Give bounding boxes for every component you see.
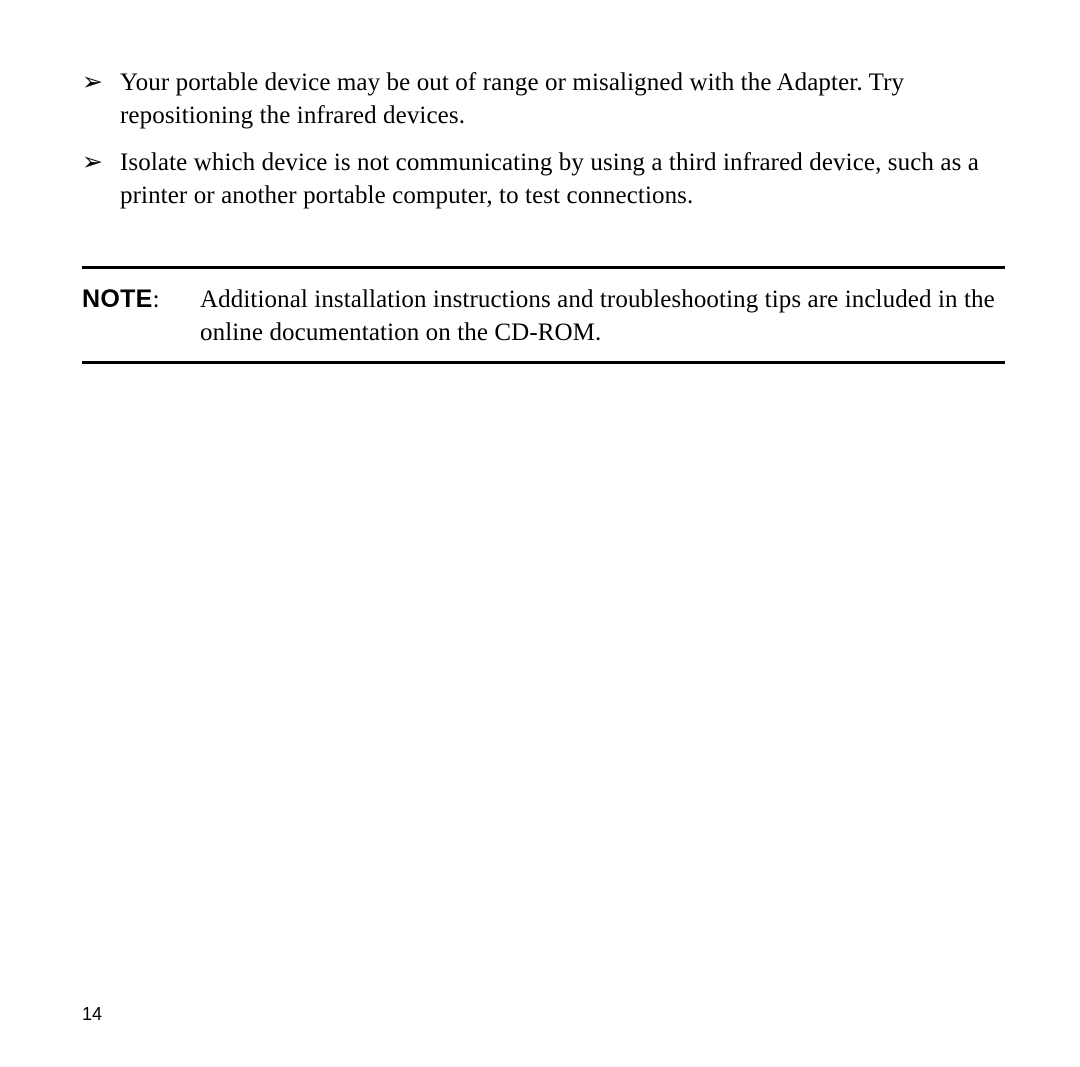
bullet-text: Isolate which device is not communicatin… bbox=[120, 146, 1005, 212]
page-number: 14 bbox=[82, 1004, 102, 1025]
note-label: NOTE: bbox=[82, 283, 200, 316]
note-block: NOTE: Additional installation instructio… bbox=[82, 266, 1005, 364]
bullet-list: ➢ Your portable device may be out of ran… bbox=[82, 66, 1005, 212]
document-page: ➢ Your portable device may be out of ran… bbox=[0, 0, 1080, 1067]
list-item: ➢ Your portable device may be out of ran… bbox=[82, 66, 1005, 132]
note-label-colon: : bbox=[153, 286, 160, 313]
chevron-right-icon: ➢ bbox=[82, 66, 120, 99]
chevron-right-icon: ➢ bbox=[82, 146, 120, 179]
list-item: ➢ Isolate which device is not communicat… bbox=[82, 146, 1005, 212]
bullet-text: Your portable device may be out of range… bbox=[120, 66, 1005, 132]
note-label-text: NOTE bbox=[82, 285, 153, 313]
note-body: Additional installation instructions and… bbox=[200, 283, 1005, 349]
